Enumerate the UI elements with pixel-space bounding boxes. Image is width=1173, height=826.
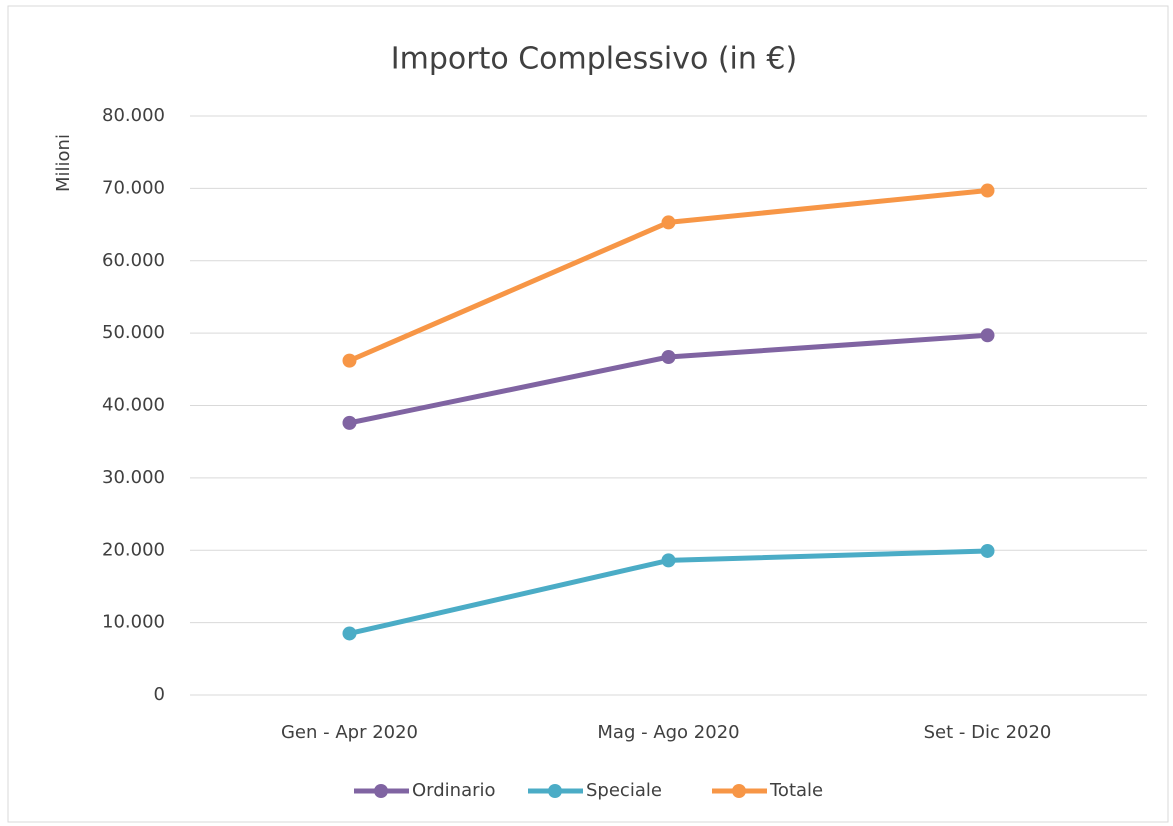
legend-label: Totale [769,780,823,801]
legend-label: Speciale [586,780,662,801]
data-point [661,553,676,568]
chart-frame [7,5,1169,823]
y-tick-label: 50.000 [102,322,165,343]
data-point [342,626,357,641]
data-point [661,350,676,365]
y-tick-label: 10.000 [102,612,165,633]
data-point [342,353,357,368]
legend-label: Ordinario [412,780,496,801]
y-tick-label: 80.000 [102,105,165,126]
legend-marker [732,784,746,798]
y-tick-label: 20.000 [102,539,165,560]
y-tick-label: 70.000 [102,177,165,198]
data-point [342,415,357,430]
x-tick-label: Mag - Ago 2020 [597,722,739,743]
y-tick-label: 30.000 [102,467,165,488]
legend-marker [374,784,388,798]
data-point [980,183,995,198]
y-tick-label: 0 [154,684,165,705]
y-tick-label: 40.000 [102,395,165,416]
chart-title: Importo Complessivo (in €) [391,42,797,77]
legend-marker [548,784,562,798]
y-axis-label: Milioni [53,134,74,192]
data-point [980,543,995,558]
x-tick-label: Set - Dic 2020 [924,722,1052,743]
y-tick-label: 60.000 [102,250,165,271]
x-tick-label: Gen - Apr 2020 [281,722,418,743]
data-point [661,215,676,230]
data-point [980,328,995,343]
